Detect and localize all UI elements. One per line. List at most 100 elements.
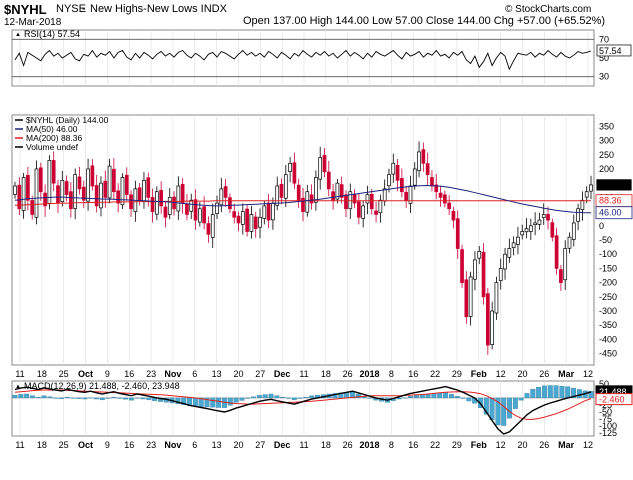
macd-histogram-bar	[408, 396, 414, 399]
candle-body	[378, 199, 383, 214]
macd-histogram-bar	[565, 386, 571, 399]
candle-body	[232, 211, 237, 218]
price-legend-entry: Volume undef	[26, 142, 79, 152]
ma50-line	[14, 184, 591, 214]
x-axis-label: 22	[430, 440, 440, 450]
candle-body	[395, 164, 400, 181]
macd-histogram-bar	[227, 397, 233, 406]
candle-body	[559, 269, 563, 283]
macd-histogram-bar	[76, 397, 82, 399]
macd-histogram-bar	[501, 397, 507, 426]
price-tick-label: -450	[599, 349, 617, 359]
candle-body	[283, 174, 288, 199]
x-axis-label: 11	[15, 440, 24, 450]
candle-body	[77, 176, 82, 190]
candle-body	[412, 168, 417, 186]
x-axis-label: 27	[255, 369, 265, 379]
candle-body	[228, 197, 232, 210]
candle-body	[326, 171, 331, 190]
macd-histogram-bar	[59, 397, 64, 399]
close-value-box	[595, 178, 633, 192]
candle-body	[38, 167, 43, 193]
macd-tick-label: -100	[599, 421, 617, 431]
candle-body	[107, 165, 112, 199]
x-axis-label: 26	[343, 369, 353, 379]
macd-histogram-bar	[542, 385, 547, 399]
price-legend-entry: $NYHL (Daily) 144.00	[26, 115, 109, 125]
macd-histogram-bar	[524, 393, 530, 399]
macd-histogram-bar	[140, 397, 146, 400]
candle-body	[17, 184, 22, 210]
price-tick-label: 350	[599, 121, 614, 131]
macd-histogram-bar	[47, 396, 53, 399]
candle-body	[26, 174, 30, 201]
candle-body	[503, 253, 507, 270]
candle-body	[279, 183, 284, 198]
candle-body	[206, 223, 211, 235]
candle-body	[103, 180, 108, 198]
price-panel-frame	[11, 114, 595, 366]
chart-instrument-name: New Highs-New Lows INDX	[90, 3, 227, 15]
price-tick-label: -400	[599, 334, 617, 344]
price-tick-label: -100	[599, 249, 617, 259]
chart-exchange: NYSE	[56, 3, 86, 15]
macd-histogram-bar	[94, 397, 99, 400]
macd-histogram-bar	[239, 397, 245, 401]
candle-body	[339, 184, 344, 198]
candle-body	[464, 279, 469, 318]
candle-body	[468, 276, 473, 317]
candle-body	[69, 191, 73, 210]
candle-body	[584, 191, 589, 198]
macd-histogram-bar	[192, 397, 198, 407]
candle-body	[348, 191, 353, 210]
x-axis-label: Dec	[274, 369, 291, 379]
macd-legend: MACD(12,26,9) 21.488, -2.460, 23.948	[24, 381, 180, 391]
macd-histogram-bar	[518, 397, 524, 401]
macd-histogram-bar	[530, 389, 536, 399]
x-axis-label: 12	[583, 369, 593, 379]
candle-body	[490, 310, 494, 345]
candle-body	[567, 236, 572, 249]
price-tick-label: -150	[599, 263, 617, 273]
macd-tick-label: -75	[599, 414, 612, 424]
rsi-line	[14, 49, 592, 71]
macd-histogram-bar	[437, 392, 443, 399]
macd-histogram-bar	[18, 394, 24, 399]
macd-tick-label: -50	[599, 407, 612, 417]
macd-histogram-bar	[198, 397, 204, 407]
macd-histogram-bar	[507, 397, 512, 419]
macd-histogram-bar	[181, 397, 187, 405]
candle-body	[60, 179, 65, 202]
macd-histogram-bar	[402, 397, 408, 399]
candle-body	[30, 200, 35, 215]
candle-body	[202, 206, 206, 224]
macd-histogram-bar	[88, 397, 94, 399]
macd-tick-label: -125	[599, 428, 617, 438]
macd-histogram-bar	[466, 397, 472, 402]
candle-body	[215, 202, 219, 214]
signal-value-label: -2.460	[599, 395, 625, 405]
close-value-label: 144.00	[599, 180, 627, 190]
x-axis-label: 6	[192, 440, 197, 450]
x-axis-label: 13	[212, 369, 222, 379]
rsi-panel-frame	[11, 29, 595, 87]
macd-histogram-bar	[303, 396, 309, 399]
x-axis-label: 22	[430, 369, 440, 379]
macd-histogram-bar	[448, 394, 454, 399]
candle-body	[494, 282, 499, 314]
chart-symbol: $NYHL	[4, 2, 47, 17]
x-axis-label: 25	[59, 440, 69, 450]
candle-body	[219, 188, 224, 206]
x-axis-label: 29	[452, 440, 462, 450]
candle-body	[296, 184, 301, 201]
candle-body	[541, 214, 546, 218]
candle-body	[73, 174, 78, 209]
macd-histogram-bar	[268, 393, 274, 399]
candle-body	[155, 191, 159, 215]
macd-histogram-bar	[454, 396, 460, 399]
candle-body	[344, 194, 348, 210]
macd-tick-label: 50	[599, 379, 609, 389]
candle-body	[322, 154, 327, 173]
candle-body	[142, 179, 146, 202]
candle-body	[318, 157, 323, 180]
